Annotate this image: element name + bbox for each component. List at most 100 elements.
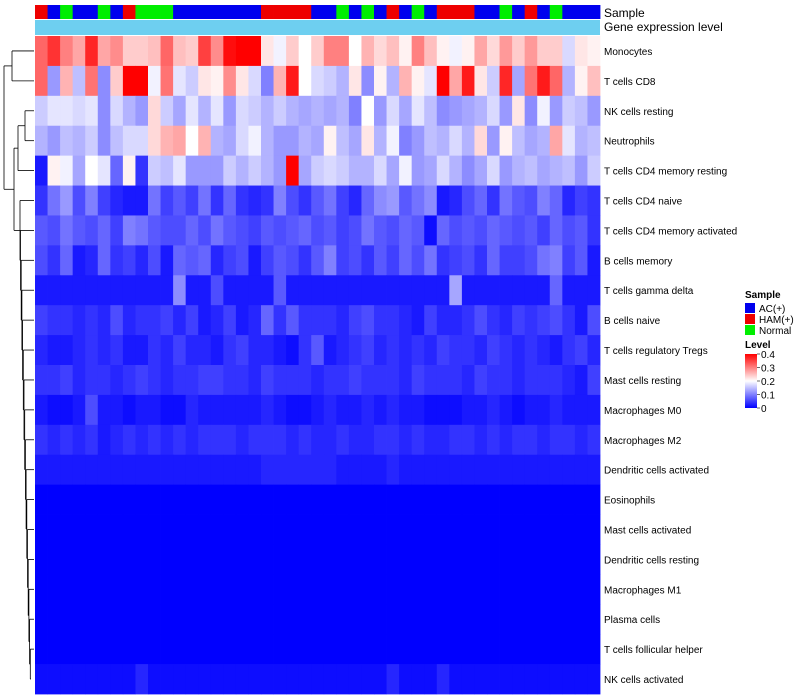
- heatmap-cell: [411, 365, 425, 396]
- heatmap-cell: [562, 394, 576, 426]
- heatmap-cell: [386, 394, 400, 426]
- heatmap-cell: [574, 36, 588, 67]
- heatmap-cell: [135, 275, 149, 306]
- heatmap-cell: [449, 454, 463, 486]
- heatmap-cell: [411, 335, 425, 366]
- heatmap-cell: [549, 95, 563, 127]
- heatmap-cell: [399, 514, 413, 545]
- heatmap-cell: [47, 514, 61, 545]
- sample-cell: [562, 5, 576, 19]
- heatmap-cell: [512, 394, 526, 426]
- heatmap-cell: [185, 185, 199, 216]
- heatmap-cell: [336, 394, 350, 426]
- heatmap-cell: [47, 155, 61, 186]
- heatmap-cell: [386, 634, 400, 665]
- sample-cell: [524, 5, 538, 19]
- heatmap-cell: [273, 125, 287, 157]
- heatmap-cell: [135, 95, 149, 127]
- heatmap-cell: [399, 634, 413, 665]
- heatmap-cell: [298, 454, 312, 486]
- heatmap-cell: [223, 215, 237, 246]
- heatmap-cell: [298, 65, 312, 97]
- heatmap-cell: [461, 335, 475, 366]
- heatmap-cell: [411, 424, 425, 456]
- heatmap-cell: [210, 155, 224, 186]
- heatmap-cell: [261, 305, 274, 336]
- heatmap-cell: [135, 215, 149, 246]
- heatmap-cell: [436, 604, 450, 635]
- heatmap-cell: [60, 454, 74, 486]
- heatmap-cell: [436, 125, 450, 157]
- heatmap-cell: [248, 365, 262, 396]
- heatmap-cell: [587, 36, 601, 67]
- heatmap-cell: [135, 125, 149, 157]
- heatmap-cell: [311, 155, 325, 186]
- heatmap-cell: [323, 65, 337, 97]
- heatmap-cell: [461, 634, 475, 665]
- heatmap-cell: [361, 185, 375, 216]
- heatmap-cell: [411, 634, 425, 665]
- heatmap-cell: [286, 305, 300, 336]
- heatmap-cell: [361, 514, 375, 545]
- heatmap-cell: [298, 634, 312, 665]
- heatmap-cell: [72, 155, 86, 186]
- heatmap-cell: [474, 275, 488, 306]
- sample-cell: [436, 5, 450, 19]
- sample-cell: [549, 5, 563, 19]
- sample-cell: [461, 5, 475, 19]
- heatmap-cell: [198, 335, 212, 366]
- heatmap-cell: [323, 664, 337, 695]
- heatmap-cell: [60, 544, 74, 575]
- heatmap-cell: [499, 155, 513, 186]
- heatmap-cell: [72, 604, 86, 635]
- heatmap-cell: [323, 335, 337, 366]
- heatmap-cell: [323, 365, 337, 396]
- heatmap-cell: [261, 664, 274, 695]
- heatmap-cell: [487, 65, 500, 97]
- heatmap-cell: [374, 544, 387, 575]
- heatmap-cell: [574, 155, 588, 186]
- heatmap-cell: [298, 544, 312, 575]
- heatmap-cell: [424, 275, 438, 306]
- heatmap-cell: [223, 275, 237, 306]
- heatmap-cell: [72, 275, 86, 306]
- heatmap-cell: [223, 155, 237, 186]
- heatmap-cell: [537, 544, 551, 575]
- heatmap-cell: [361, 215, 375, 246]
- heatmap-cell: [160, 394, 174, 426]
- heatmap-cell: [562, 95, 576, 127]
- heatmap-cell: [549, 514, 563, 545]
- heatmap-cell: [323, 185, 337, 216]
- heatmap-cell: [148, 275, 161, 306]
- heatmap-cell: [122, 215, 136, 246]
- row-label: Mast cells activated: [604, 526, 691, 537]
- heatmap-cell: [411, 65, 425, 97]
- heatmap-cell: [323, 95, 337, 127]
- heatmap-cell: [461, 185, 475, 216]
- heatmap-cell: [436, 245, 450, 276]
- heatmap-cell: [537, 454, 551, 486]
- heatmap-cell: [261, 275, 274, 306]
- heatmap-cell: [60, 394, 74, 426]
- heatmap-cell: [72, 365, 86, 396]
- heatmap-cell: [487, 215, 500, 246]
- heatmap-cell: [160, 305, 174, 336]
- heatmap-cell: [449, 394, 463, 426]
- heatmap-cell: [110, 484, 124, 515]
- legend: Sample AC(+)HAM(+)Normal Level 0.4 0.3 0.2…: [745, 290, 794, 415]
- heatmap-cell: [110, 125, 124, 157]
- heatmap-cell: [148, 65, 161, 97]
- heatmap-cell: [474, 454, 488, 486]
- heatmap-cell: [97, 65, 111, 97]
- heatmap-cell: [487, 335, 500, 366]
- heatmap-cell: [537, 305, 551, 336]
- heatmap-cell: [311, 305, 325, 336]
- heatmap-cell: [223, 245, 237, 276]
- heatmap-cell: [537, 155, 551, 186]
- heatmap-cell: [386, 365, 400, 396]
- heatmap-cell: [160, 544, 174, 575]
- heatmap-cell: [574, 574, 588, 605]
- heatmap-cell: [449, 125, 463, 157]
- heatmap-cell: [424, 215, 438, 246]
- sample-cell: [235, 5, 249, 19]
